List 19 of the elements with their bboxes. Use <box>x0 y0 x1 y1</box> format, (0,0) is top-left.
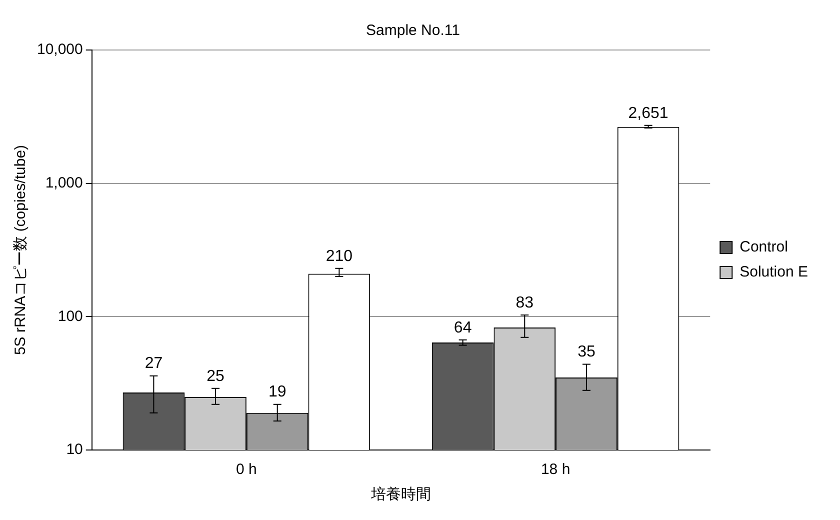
data-label: 2,651 <box>628 104 668 122</box>
data-label: 64 <box>454 319 472 336</box>
y-axis-title: 5S rRNAコピー数 (copies/tube) <box>12 144 30 356</box>
data-label: 35 <box>578 344 596 361</box>
legend-label: Solution E <box>740 264 808 281</box>
data-label: 210 <box>326 248 353 265</box>
data-label: 25 <box>206 368 225 385</box>
legend-label: Control <box>740 238 788 256</box>
data-label: 27 <box>144 355 163 372</box>
data-label: 19 <box>268 384 286 401</box>
y-tick-label: 100 <box>58 308 83 325</box>
chart-title: Sample No.11 <box>366 22 460 40</box>
data-label: 83 <box>516 294 534 312</box>
y-tick-label: 10 <box>66 441 83 458</box>
x-axis-title: 培養時間 <box>370 486 431 504</box>
x-tick-label: 18 h <box>540 461 570 478</box>
x-tick-label: 0 h <box>236 461 257 478</box>
y-tick-label: 1,000 <box>45 174 83 192</box>
y-tick-label: 10,000 <box>36 41 83 58</box>
